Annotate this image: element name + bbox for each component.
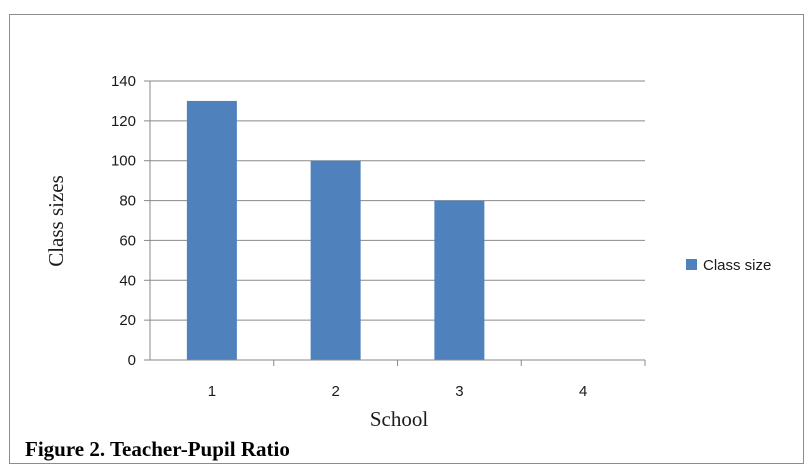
- legend: Class size: [686, 257, 771, 274]
- bar-school-2: [310, 160, 361, 360]
- y-tick-label: 100: [111, 153, 136, 170]
- x-tick-label: 2: [331, 383, 339, 400]
- y-tick-label: 140: [111, 73, 136, 90]
- y-tick-label: 0: [128, 352, 136, 369]
- y-tick-label: 20: [119, 312, 136, 329]
- x-axis-title: School: [370, 407, 429, 431]
- figure-caption: Figure 2. Teacher-Pupil Ratio: [25, 437, 290, 461]
- bars: [186, 100, 485, 360]
- y-tick-label: 120: [111, 113, 136, 130]
- y-tick-label: 80: [119, 193, 136, 210]
- axes: 0 20 40 60 80 100 120 140 1 2 3 4: [111, 73, 646, 400]
- y-tick-label: 60: [119, 232, 136, 249]
- legend-swatch: [686, 259, 697, 270]
- bar-school-3: [434, 200, 485, 360]
- x-tick-label: 4: [579, 383, 587, 400]
- y-axis-title: Class sizes: [44, 175, 68, 267]
- x-tick-label: 3: [455, 383, 463, 400]
- legend-label: Class size: [703, 257, 771, 274]
- x-tick-label: 1: [208, 383, 216, 400]
- bar-school-1: [186, 100, 237, 360]
- y-tick-label: 40: [119, 272, 136, 289]
